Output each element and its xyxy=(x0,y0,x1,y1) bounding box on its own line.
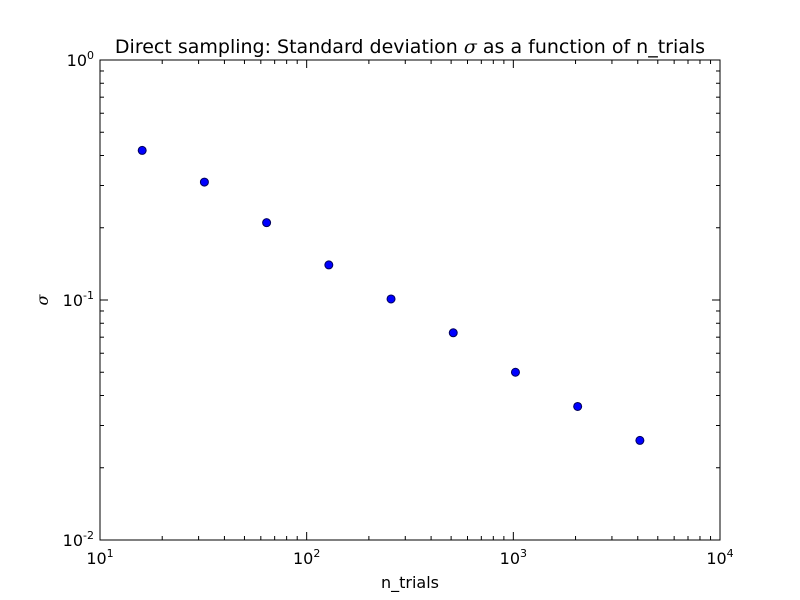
x-tick-label-exponent: 4 xyxy=(727,547,734,560)
data-point xyxy=(386,294,396,304)
major-ticks xyxy=(99,59,721,541)
y-tick-label-base: 10 xyxy=(63,291,83,310)
minor-ticks xyxy=(100,60,720,540)
x-tick-label-base: 10 xyxy=(293,549,313,568)
data-point xyxy=(635,435,645,445)
x-tick-label: 104 xyxy=(706,547,733,568)
plot-frame xyxy=(99,59,721,541)
x-tick-label-base: 10 xyxy=(86,549,106,568)
x-tick-label: 103 xyxy=(500,547,527,568)
data-point xyxy=(262,218,272,228)
data-point xyxy=(573,401,583,411)
data-point xyxy=(137,145,147,155)
y-axis-label: σ xyxy=(33,293,52,305)
y-tick-label-exponent: -1 xyxy=(83,289,94,302)
x-tick-label-base: 10 xyxy=(500,549,520,568)
x-tick-label-exponent: 1 xyxy=(107,547,114,560)
x-tick-label: 102 xyxy=(293,547,320,568)
y-tick-label: 10-2 xyxy=(63,529,94,550)
y-tick-label-exponent: -2 xyxy=(83,529,94,542)
data-point xyxy=(448,328,458,338)
x-tick-labels: 101 102 103 104 xyxy=(86,547,733,568)
chart-title-symbol: σ xyxy=(464,36,478,58)
chart-title-suffix: as a function of n_trials xyxy=(477,36,705,58)
y-tick-label: 10-1 xyxy=(63,289,94,310)
chart-title: Direct sampling: Standard deviation σ as… xyxy=(115,36,705,58)
x-tick-label-exponent: 2 xyxy=(313,547,320,560)
x-tick-label-base: 10 xyxy=(706,549,726,568)
data-point xyxy=(510,367,520,377)
chart-title-prefix: Direct sampling: Standard deviation xyxy=(115,36,464,58)
x-tick-label: 101 xyxy=(86,547,113,568)
data-point xyxy=(199,177,209,187)
y-tick-label-base: 10 xyxy=(67,51,87,70)
data-points xyxy=(137,145,645,445)
y-tick-label-base: 10 xyxy=(63,531,83,550)
x-tick-label-exponent: 3 xyxy=(520,547,527,560)
y-tick-label-exponent: 0 xyxy=(87,49,94,62)
data-point xyxy=(324,260,334,270)
y-tick-label: 100 xyxy=(67,49,94,70)
x-axis-label: n_trials xyxy=(381,573,439,593)
